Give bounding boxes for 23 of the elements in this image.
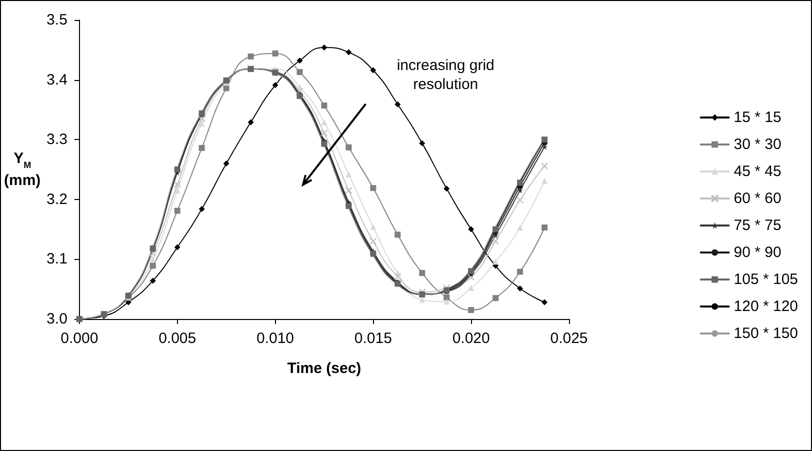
x-tick-label: 0.010 bbox=[256, 330, 294, 347]
y-tick-label: 3.2 bbox=[46, 190, 68, 208]
x-tick-label: 0.025 bbox=[550, 330, 588, 347]
legend-label: 30 * 30 bbox=[734, 136, 782, 153]
y-tick-label: 3.1 bbox=[46, 250, 68, 268]
legend-label: 75 * 75 bbox=[734, 217, 782, 234]
x-tick-label: 0.000 bbox=[60, 330, 98, 347]
legend-label: 90 * 90 bbox=[734, 244, 782, 261]
y-tick-label: 3.3 bbox=[46, 131, 68, 148]
annotation: increasing grid resolution bbox=[396, 56, 494, 93]
legend-label: 120 * 120 bbox=[734, 298, 798, 315]
y-tick-label: 3.4 bbox=[46, 71, 68, 88]
x-tick-label: 0.020 bbox=[452, 330, 490, 347]
legend-label: 15 * 15 bbox=[734, 109, 782, 126]
x-axis-title: Time (sec) bbox=[287, 360, 362, 377]
y-tick-label: 3.0 bbox=[46, 310, 68, 328]
legend-label: 60 * 60 bbox=[734, 190, 782, 207]
legend-label: 45 * 45 bbox=[734, 163, 782, 180]
legend-label: 150 * 150 bbox=[734, 325, 798, 342]
x-tick-label: 0.005 bbox=[158, 330, 196, 347]
legend-label: 105 * 105 bbox=[734, 271, 798, 288]
y-tick-label: 3.5 bbox=[46, 12, 68, 28]
x-tick-label: 0.015 bbox=[354, 330, 392, 347]
